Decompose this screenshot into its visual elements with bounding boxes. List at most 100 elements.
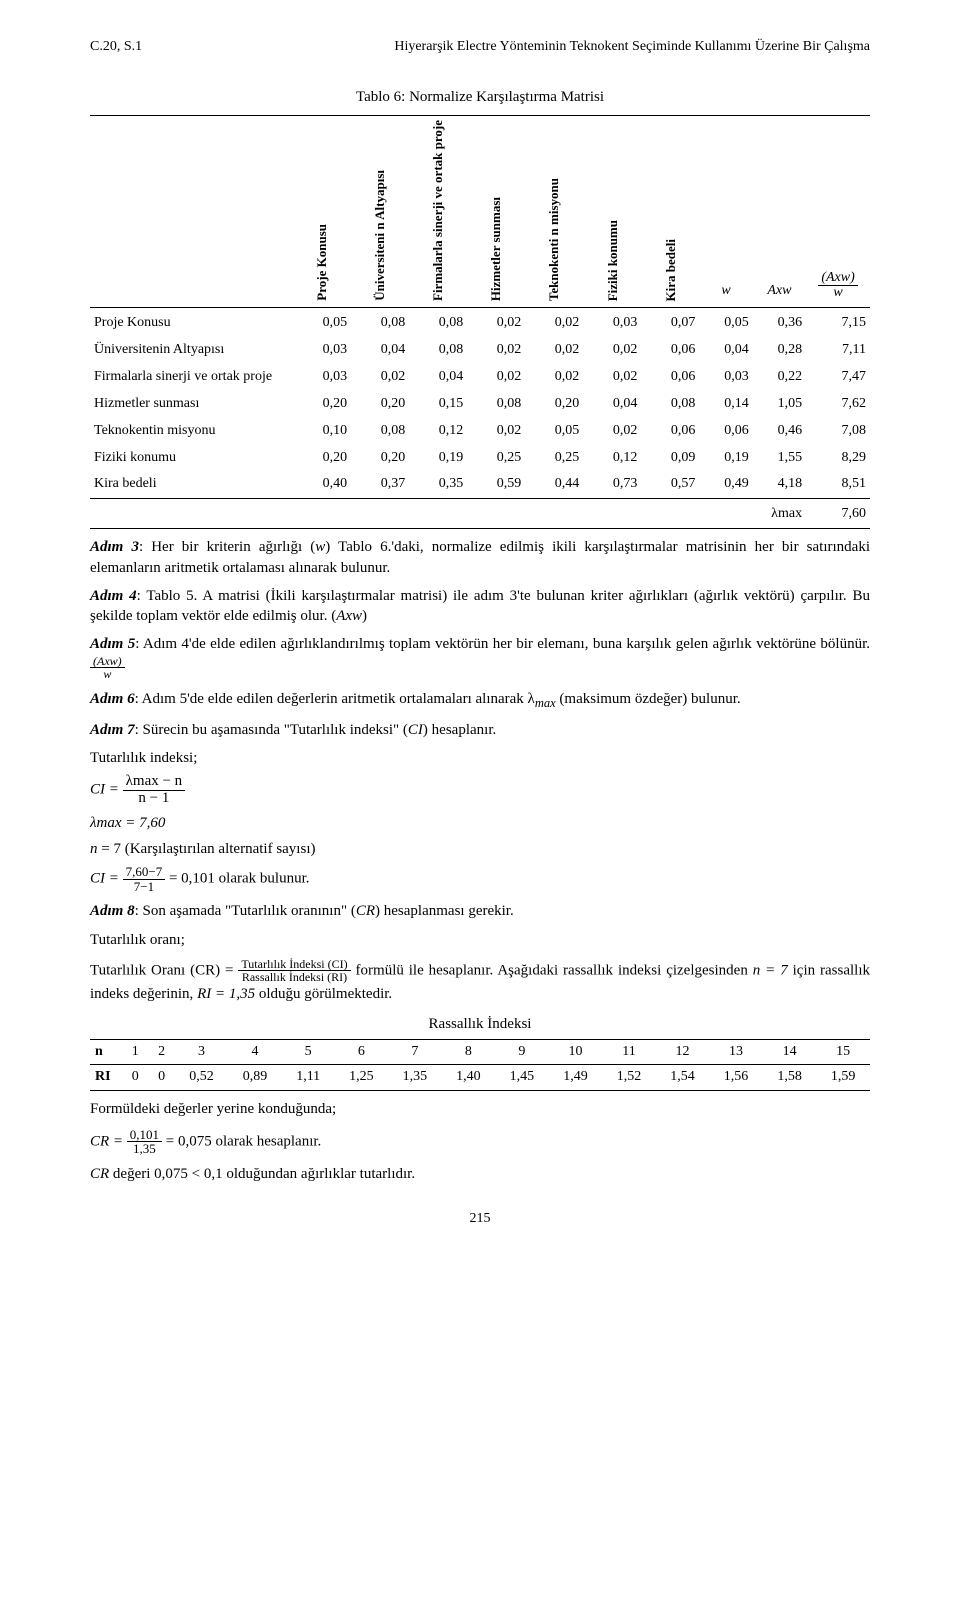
cr-formula-para: Tutarlılık Oranı (CR) = Tutarlılık İndek… bbox=[90, 958, 870, 1004]
cell: 0,02 bbox=[583, 337, 641, 364]
cell: 0,05 bbox=[525, 418, 583, 445]
n-eq: n = 7 (Karşılaştırılan alternatif sayısı… bbox=[90, 839, 870, 859]
running-head-title: Hiyerarşik Electre Yönteminin Teknokent … bbox=[364, 38, 870, 57]
step5: Adım 5: Adım 4'de elde edilen ağırlıklan… bbox=[90, 634, 870, 680]
cell: 0,12 bbox=[583, 445, 641, 472]
tutarlilik-indeksi-label: Tutarlılık indeksi; bbox=[90, 748, 870, 768]
ri-cell: 1,45 bbox=[495, 1065, 549, 1091]
ri-cell: 0 bbox=[148, 1065, 174, 1091]
table-row: Teknokentin misyonu0,100,080,120,020,050… bbox=[90, 418, 870, 445]
table6-caption: Tablo 6: Normalize Karşılaştırma Matrisi bbox=[90, 87, 870, 107]
ri-header-cell: 12 bbox=[656, 1039, 710, 1065]
col-h-w: w bbox=[721, 283, 730, 298]
cell: 7,11 bbox=[806, 337, 870, 364]
ri-cell: 1,54 bbox=[656, 1065, 710, 1091]
cell: 0,04 bbox=[583, 391, 641, 418]
ri-header-cell: 5 bbox=[282, 1039, 335, 1065]
ri-cell: 1,58 bbox=[763, 1065, 817, 1091]
cell: 0,03 bbox=[293, 337, 351, 364]
col-h-5: Fiziki konumu bbox=[604, 220, 622, 301]
col-h-3: Hizmetler sunması bbox=[487, 197, 505, 301]
cell: 0,02 bbox=[467, 418, 525, 445]
step3: Adım 3: Her bir kriterin ağırlığı (w) Ta… bbox=[90, 537, 870, 578]
row-label: Kira bedeli bbox=[90, 471, 293, 498]
cell: 0,02 bbox=[467, 364, 525, 391]
cell: 0,20 bbox=[293, 445, 351, 472]
step7: Adım 7: Sürecin bu aşamasında "Tutarlılı… bbox=[90, 720, 870, 740]
page-number: 215 bbox=[90, 1210, 870, 1229]
table-row: Kira bedeli0,400,370,350,590,440,730,570… bbox=[90, 471, 870, 498]
cell: 0,57 bbox=[641, 471, 699, 498]
cell: 0,20 bbox=[351, 391, 409, 418]
ri-cell: 1,52 bbox=[602, 1065, 656, 1091]
cell: 0,02 bbox=[525, 364, 583, 391]
cell: 0,02 bbox=[351, 364, 409, 391]
row-label: Üniversitenin Altyapısı bbox=[90, 337, 293, 364]
cell: 0,03 bbox=[583, 308, 641, 337]
cr-final: CR değeri 0,075 < 0,1 olduğundan ağırlık… bbox=[90, 1164, 870, 1184]
cell: 0,06 bbox=[641, 364, 699, 391]
cell: 0,08 bbox=[641, 391, 699, 418]
cell: 7,62 bbox=[806, 391, 870, 418]
cell: 0,73 bbox=[583, 471, 641, 498]
col-h-2: Firmalarla sinerji ve ortak proje bbox=[429, 120, 447, 301]
lambda-eq: λmax = 7,60 bbox=[90, 813, 870, 833]
step4: Adım 4: Tablo 5. A matrisi (İkili karşıl… bbox=[90, 586, 870, 627]
ri-header-cell: 2 bbox=[148, 1039, 174, 1065]
ri-cell: 0 bbox=[122, 1065, 148, 1091]
table-row: Proje Konusu0,050,080,080,020,020,030,07… bbox=[90, 308, 870, 337]
col-h-4: Teknokenti n misyonu bbox=[545, 178, 563, 301]
lambda-val: 7,60 bbox=[806, 499, 870, 528]
cell: 0,28 bbox=[753, 337, 806, 364]
ri-cell: 0,89 bbox=[228, 1065, 282, 1091]
ri-header-cell: 7 bbox=[388, 1039, 442, 1065]
cell: 7,15 bbox=[806, 308, 870, 337]
cell: 0,03 bbox=[293, 364, 351, 391]
cell: 0,02 bbox=[583, 418, 641, 445]
cell: 4,18 bbox=[753, 471, 806, 498]
cell: 0,25 bbox=[467, 445, 525, 472]
cell: 0,06 bbox=[699, 418, 752, 445]
cell: 0,44 bbox=[525, 471, 583, 498]
col-h-6: Kira bedeli bbox=[662, 239, 680, 301]
cell: 0,14 bbox=[699, 391, 752, 418]
step6: Adım 6: Adım 5'de elde edilen değerlerin… bbox=[90, 689, 870, 712]
table-row: Fiziki konumu0,200,200,190,250,250,120,0… bbox=[90, 445, 870, 472]
table-row: Firmalarla sinerji ve ortak proje0,030,0… bbox=[90, 364, 870, 391]
cell: 0,04 bbox=[409, 364, 467, 391]
cell: 0,02 bbox=[525, 337, 583, 364]
cell: 0,36 bbox=[753, 308, 806, 337]
ri-cell: 1,49 bbox=[549, 1065, 603, 1091]
ri-header-cell: 15 bbox=[816, 1039, 870, 1065]
cell: 0,06 bbox=[641, 418, 699, 445]
row-label: Proje Konusu bbox=[90, 308, 293, 337]
cell: 0,05 bbox=[293, 308, 351, 337]
ri-row-label: RI bbox=[90, 1065, 122, 1091]
cell: 0,07 bbox=[641, 308, 699, 337]
col-h-axw: Axw bbox=[767, 283, 791, 298]
cell: 0,46 bbox=[753, 418, 806, 445]
ri-header-cell: 14 bbox=[763, 1039, 817, 1065]
ri-header-cell: 1 bbox=[122, 1039, 148, 1065]
cell: 0,05 bbox=[699, 308, 752, 337]
table6: Proje Konusu Üniversiteni n Altyapısı Fi… bbox=[90, 115, 870, 499]
ri-header-cell: 6 bbox=[335, 1039, 389, 1065]
cell: 0,40 bbox=[293, 471, 351, 498]
row-label: Fiziki konumu bbox=[90, 445, 293, 472]
ri-caption: Rassallık İndeksi bbox=[90, 1014, 870, 1034]
step8: Adım 8: Son aşamada "Tutarlılık oranının… bbox=[90, 901, 870, 921]
row-label: Teknokentin misyonu bbox=[90, 418, 293, 445]
cell: 0,19 bbox=[409, 445, 467, 472]
cell: 0,02 bbox=[525, 308, 583, 337]
ri-cell: 1,59 bbox=[816, 1065, 870, 1091]
cell: 0,03 bbox=[699, 364, 752, 391]
cell: 0,19 bbox=[699, 445, 752, 472]
table-row: Üniversitenin Altyapısı0,030,040,080,020… bbox=[90, 337, 870, 364]
ri-cell: 1,11 bbox=[282, 1065, 335, 1091]
ri-header-cell: 8 bbox=[442, 1039, 496, 1065]
cell: 0,59 bbox=[467, 471, 525, 498]
col-h-0: Proje Konusu bbox=[313, 224, 331, 301]
col-h-1: Üniversiteni n Altyapısı bbox=[371, 170, 389, 301]
ri-cell: 1,56 bbox=[709, 1065, 763, 1091]
cell: 0,15 bbox=[409, 391, 467, 418]
